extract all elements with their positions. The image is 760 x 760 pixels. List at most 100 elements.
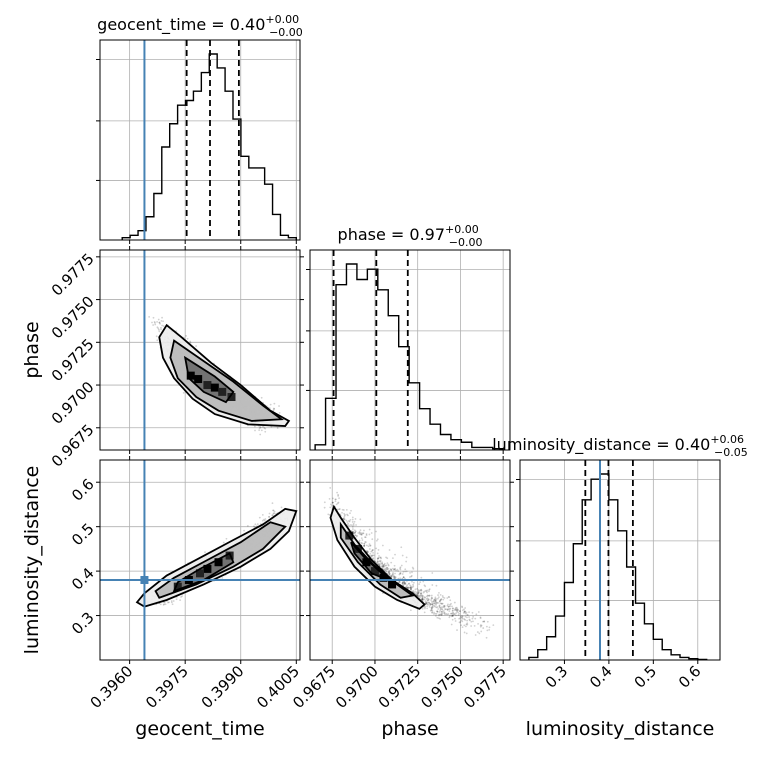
sample-point (417, 595, 420, 598)
sample-point (445, 608, 447, 610)
sample-point (388, 572, 391, 575)
sample-point (457, 611, 460, 614)
sample-point (447, 613, 450, 615)
sample-point (437, 596, 440, 599)
sample-point (417, 594, 420, 597)
sample-point (259, 433, 262, 436)
density-fill (170, 340, 282, 421)
sample-point (404, 583, 407, 586)
sample-point (418, 595, 421, 598)
sample-point (427, 598, 430, 601)
sample-point (428, 590, 430, 593)
x-tick-label-luminosity_distance: 0.4 (586, 662, 616, 692)
sample-point (453, 601, 456, 604)
sample-point (363, 529, 365, 532)
sample-point (463, 618, 466, 620)
sample-point (156, 320, 158, 323)
sample-point (403, 582, 406, 584)
sample-point (413, 591, 416, 594)
sample-point (393, 576, 396, 579)
sample-point (454, 607, 457, 609)
sample-point (430, 608, 433, 611)
sample-point (323, 501, 326, 504)
sample-point (148, 315, 151, 318)
sample-point (427, 603, 430, 606)
y-tick-label-luminosity_distance: 0.5 (68, 520, 98, 550)
sample-point (460, 616, 463, 619)
sample-point (434, 597, 437, 600)
sample-point (449, 614, 451, 617)
sample-point (381, 562, 384, 565)
sample-point (352, 524, 355, 527)
sample-point (439, 602, 442, 605)
sample-point (330, 503, 332, 506)
sample-point (435, 613, 438, 615)
sample-point (164, 603, 167, 606)
sample-point (410, 585, 413, 588)
sample-point (351, 524, 353, 527)
sample-point (419, 596, 422, 599)
sample-point (345, 509, 348, 511)
sample-point (363, 542, 366, 545)
sample-point (420, 598, 423, 601)
sample-point (398, 581, 401, 584)
sample-point (246, 524, 249, 527)
sample-point (451, 614, 454, 617)
sample-point (423, 596, 426, 599)
sample-point (427, 601, 429, 604)
sample-point (364, 536, 367, 539)
sample-point (354, 534, 356, 537)
sample-point (323, 506, 326, 509)
x-tick-label-phase: 0.9775 (460, 662, 510, 712)
sample-point (417, 591, 420, 594)
sample-point (408, 582, 411, 585)
sample-point (379, 560, 382, 563)
sample-point (341, 508, 344, 511)
sample-point (273, 512, 276, 515)
sample-point (443, 604, 446, 607)
frame (519, 459, 721, 661)
sample-point (425, 601, 428, 604)
sample-point (168, 601, 170, 604)
sample-point (393, 577, 396, 580)
sample-point (369, 544, 371, 547)
sample-point (159, 603, 162, 606)
sample-point (404, 582, 407, 584)
sample-point (402, 576, 405, 579)
sample-point (414, 588, 417, 591)
sample-point (425, 602, 428, 604)
sample-point (411, 586, 414, 589)
sample-point (390, 561, 393, 564)
sample-point (258, 429, 261, 432)
sample-point (387, 563, 390, 566)
sample-point (161, 324, 164, 327)
sample-point (383, 568, 386, 571)
sample-point (431, 611, 433, 614)
sample-point (389, 568, 392, 571)
sample-point (338, 497, 340, 500)
sample-point (354, 530, 357, 533)
sample-point (474, 634, 477, 636)
sample-point (272, 512, 275, 515)
sample-point (222, 541, 225, 544)
sample-point (354, 531, 357, 533)
sample-point (399, 571, 402, 574)
sample-point (402, 570, 405, 573)
sample-point (431, 572, 434, 574)
sample-point (412, 581, 415, 584)
sample-point (465, 632, 468, 635)
sample-point (343, 517, 346, 520)
sample-point (338, 508, 340, 511)
sample-point (387, 571, 390, 574)
sample-point (408, 586, 411, 589)
sample-point (440, 614, 443, 616)
y-tick-label-phase: 0.9675 (48, 421, 98, 471)
sample-point (428, 594, 431, 597)
sample-point (334, 500, 337, 503)
sample-point (332, 497, 334, 500)
sample-point (464, 607, 467, 609)
sample-point (410, 588, 412, 591)
panel-content (100, 460, 300, 660)
sample-point (430, 606, 433, 609)
sample-point (398, 573, 401, 576)
